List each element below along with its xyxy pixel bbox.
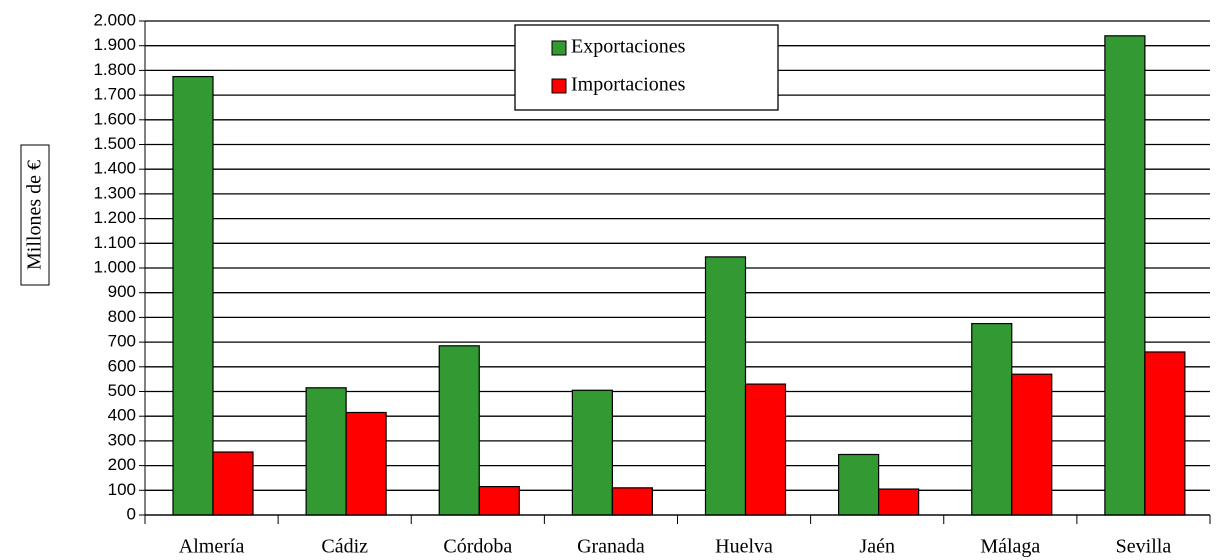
- legend-swatch: [551, 40, 567, 56]
- x-tick-label: Málaga: [980, 536, 1040, 558]
- y-tick-label: 700: [108, 332, 136, 351]
- bar: [571, 389, 613, 516]
- bar: [1011, 373, 1053, 516]
- y-tick-label: 1.600: [93, 109, 136, 128]
- bar: [1144, 351, 1186, 516]
- y-tick-label: 900: [108, 282, 136, 301]
- x-tick-label: Sevilla: [1116, 536, 1172, 558]
- bar: [212, 451, 254, 516]
- y-tick-label: 1.800: [93, 60, 136, 79]
- bar: [305, 387, 347, 516]
- y-tick-label: 1.300: [93, 183, 136, 202]
- bar: [744, 383, 787, 516]
- y-tick-label: 1.700: [93, 85, 136, 104]
- y-tick-label: 600: [108, 356, 136, 375]
- y-label-group: Millones de €: [20, 144, 50, 286]
- bar: [345, 411, 387, 516]
- y-tick-label: 2.000: [93, 10, 136, 29]
- x-tick-label: Córdoba: [443, 536, 512, 558]
- y-tick-label: 1.400: [93, 159, 136, 178]
- bar: [478, 485, 520, 516]
- y-tick-label: 1.900: [93, 35, 136, 54]
- y-tick-label: 300: [108, 430, 136, 449]
- bar: [704, 256, 747, 516]
- y-tick-label: 1.200: [93, 208, 136, 227]
- x-tick-label: Huelva: [715, 536, 773, 558]
- x-tick-label: Jaén: [859, 536, 895, 558]
- y-label-box: [20, 144, 50, 286]
- x-tick-label: Cádiz: [321, 536, 368, 558]
- legend-swatch: [551, 78, 567, 94]
- bar: [438, 345, 480, 516]
- y-tick-label: 500: [108, 381, 136, 400]
- bar: [838, 453, 880, 516]
- y-tick-label: 0: [127, 504, 136, 523]
- y-tick-label: 1.100: [93, 233, 136, 252]
- x-tick-label: Granada: [577, 536, 645, 558]
- y-label: Millones de €: [24, 160, 46, 270]
- legend-label: Exportaciones: [571, 36, 686, 58]
- bar: [611, 487, 653, 516]
- y-tick-label: 100: [108, 480, 136, 499]
- bar: [1104, 35, 1146, 516]
- bar: [172, 75, 214, 516]
- y-tick-label: 800: [108, 307, 136, 326]
- y-tick-label: 400: [108, 406, 136, 425]
- legend-box: [514, 24, 779, 111]
- y-tick-label: 1.000: [93, 257, 136, 276]
- y-tick-label: 200: [108, 455, 136, 474]
- legend-label: Importaciones: [571, 74, 686, 96]
- y-tick-label: 1.500: [93, 134, 136, 153]
- bar: [878, 488, 920, 516]
- x-tick-label: Almería: [179, 536, 245, 558]
- bar: [971, 322, 1013, 516]
